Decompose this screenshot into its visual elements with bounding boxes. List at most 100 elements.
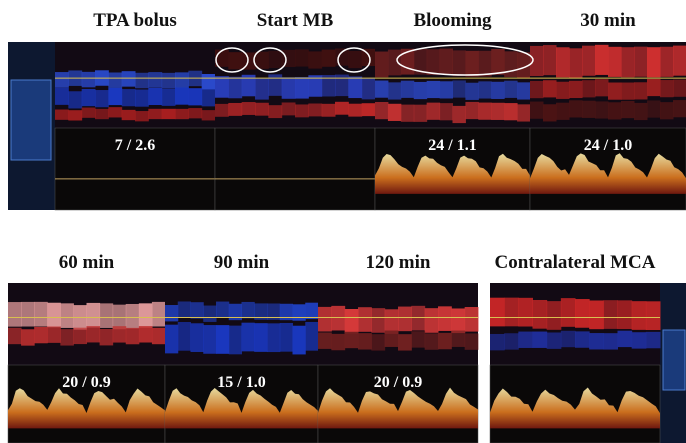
mmode-band bbox=[108, 72, 122, 87]
mmode-band bbox=[282, 102, 296, 115]
mmode-band bbox=[68, 91, 82, 108]
panel-label: 120 min bbox=[366, 252, 431, 273]
mmode-band bbox=[632, 332, 647, 348]
mmode-band bbox=[188, 108, 202, 118]
mmode-band bbox=[647, 100, 661, 117]
mmode-band bbox=[318, 307, 332, 332]
mmode-band bbox=[547, 301, 562, 330]
mmode-band bbox=[82, 72, 96, 87]
mmode-band bbox=[561, 298, 576, 327]
mmode-band bbox=[215, 76, 229, 98]
mmode-band bbox=[543, 104, 557, 121]
mmode-band bbox=[122, 71, 136, 86]
mmode-band bbox=[308, 51, 322, 68]
mmode-band bbox=[113, 326, 127, 342]
mmode-band bbox=[188, 88, 202, 105]
mmode-band bbox=[60, 303, 74, 328]
mmode-band bbox=[267, 323, 280, 352]
mmode-band bbox=[451, 331, 465, 347]
mmode-band bbox=[595, 101, 609, 118]
mmode-band bbox=[47, 326, 61, 342]
mmode-band bbox=[504, 103, 517, 120]
mmode-band bbox=[242, 102, 256, 115]
mmode-band bbox=[100, 303, 114, 328]
panel-label: 30 min bbox=[580, 10, 636, 31]
mmode-band bbox=[589, 333, 604, 349]
mmode-band bbox=[202, 74, 216, 89]
mmode-band bbox=[504, 298, 519, 327]
mmode-band bbox=[517, 82, 530, 99]
mmode-band bbox=[371, 334, 385, 350]
measurement: 20 / 0.9 bbox=[374, 374, 422, 391]
mmode-band bbox=[569, 81, 583, 98]
mmode-band bbox=[202, 110, 216, 120]
mmode-band bbox=[126, 328, 140, 344]
mmode-band bbox=[414, 82, 427, 99]
mmode-band bbox=[228, 52, 242, 69]
mmode-band bbox=[398, 334, 412, 350]
mmode-band bbox=[634, 47, 648, 77]
mmode-band bbox=[478, 81, 491, 98]
mmode-band bbox=[411, 331, 425, 347]
mmode-band bbox=[148, 72, 162, 87]
mmode-band bbox=[491, 49, 504, 75]
mmode-band bbox=[362, 103, 376, 116]
mmode-band bbox=[453, 106, 466, 123]
mmode-band bbox=[595, 45, 609, 75]
mmode-band bbox=[388, 50, 401, 76]
panel-label: 60 min bbox=[59, 252, 115, 273]
figure: TPA bolus7 / 2.6Start MBBlooming24 / 1.1… bbox=[0, 0, 686, 443]
mmode-band bbox=[427, 103, 440, 120]
mmode-band bbox=[533, 332, 548, 348]
mmode-band bbox=[348, 51, 362, 68]
mmode-band bbox=[634, 103, 648, 120]
mmode-band bbox=[152, 302, 166, 327]
mmode-band bbox=[331, 334, 345, 350]
mmode-band bbox=[465, 83, 478, 100]
mmode-band bbox=[556, 47, 570, 77]
mmode-band bbox=[543, 80, 557, 97]
side-readout bbox=[663, 330, 685, 390]
mmode-band bbox=[295, 77, 309, 99]
panel-label: TPA bolus bbox=[93, 10, 177, 31]
panel-label: 90 min bbox=[214, 252, 270, 273]
mmode-band bbox=[646, 332, 661, 348]
mmode-band bbox=[595, 79, 609, 96]
mmode-band bbox=[561, 331, 576, 347]
mmode-band bbox=[401, 105, 414, 122]
mmode-band bbox=[618, 331, 633, 347]
mmode-band bbox=[203, 325, 216, 354]
mmode-band bbox=[618, 300, 633, 329]
mmode-band bbox=[322, 104, 336, 117]
mmode-band bbox=[504, 333, 519, 349]
mmode-band bbox=[453, 50, 466, 76]
mmode-band bbox=[126, 304, 140, 329]
mmode-band bbox=[425, 308, 439, 333]
mmode-band bbox=[575, 299, 590, 328]
mmode-band bbox=[215, 104, 229, 117]
mmode-band bbox=[135, 111, 149, 121]
mmode-band bbox=[242, 302, 255, 318]
mmode-band bbox=[673, 80, 686, 97]
mmode-band bbox=[660, 102, 674, 119]
mmode-band bbox=[556, 82, 570, 99]
mmode-band bbox=[673, 100, 686, 117]
mmode-band bbox=[411, 306, 425, 331]
mmode-band bbox=[60, 329, 74, 345]
mmode-band bbox=[385, 331, 399, 347]
mmode-band bbox=[175, 72, 189, 87]
mmode-band bbox=[308, 104, 322, 117]
mmode-band bbox=[162, 109, 176, 119]
mmode-band bbox=[345, 309, 359, 334]
mmode-band bbox=[191, 323, 204, 352]
mmode-band bbox=[465, 333, 479, 349]
mmode-band bbox=[647, 47, 661, 77]
mmode-band bbox=[518, 332, 533, 348]
measurement: 24 / 1.0 bbox=[584, 137, 632, 154]
mmode-band bbox=[398, 307, 412, 332]
mmode-band bbox=[608, 102, 622, 119]
mmode-band bbox=[295, 49, 309, 66]
mmode-band bbox=[293, 326, 306, 355]
mmode-band bbox=[621, 47, 635, 77]
mmode-band bbox=[646, 301, 661, 330]
